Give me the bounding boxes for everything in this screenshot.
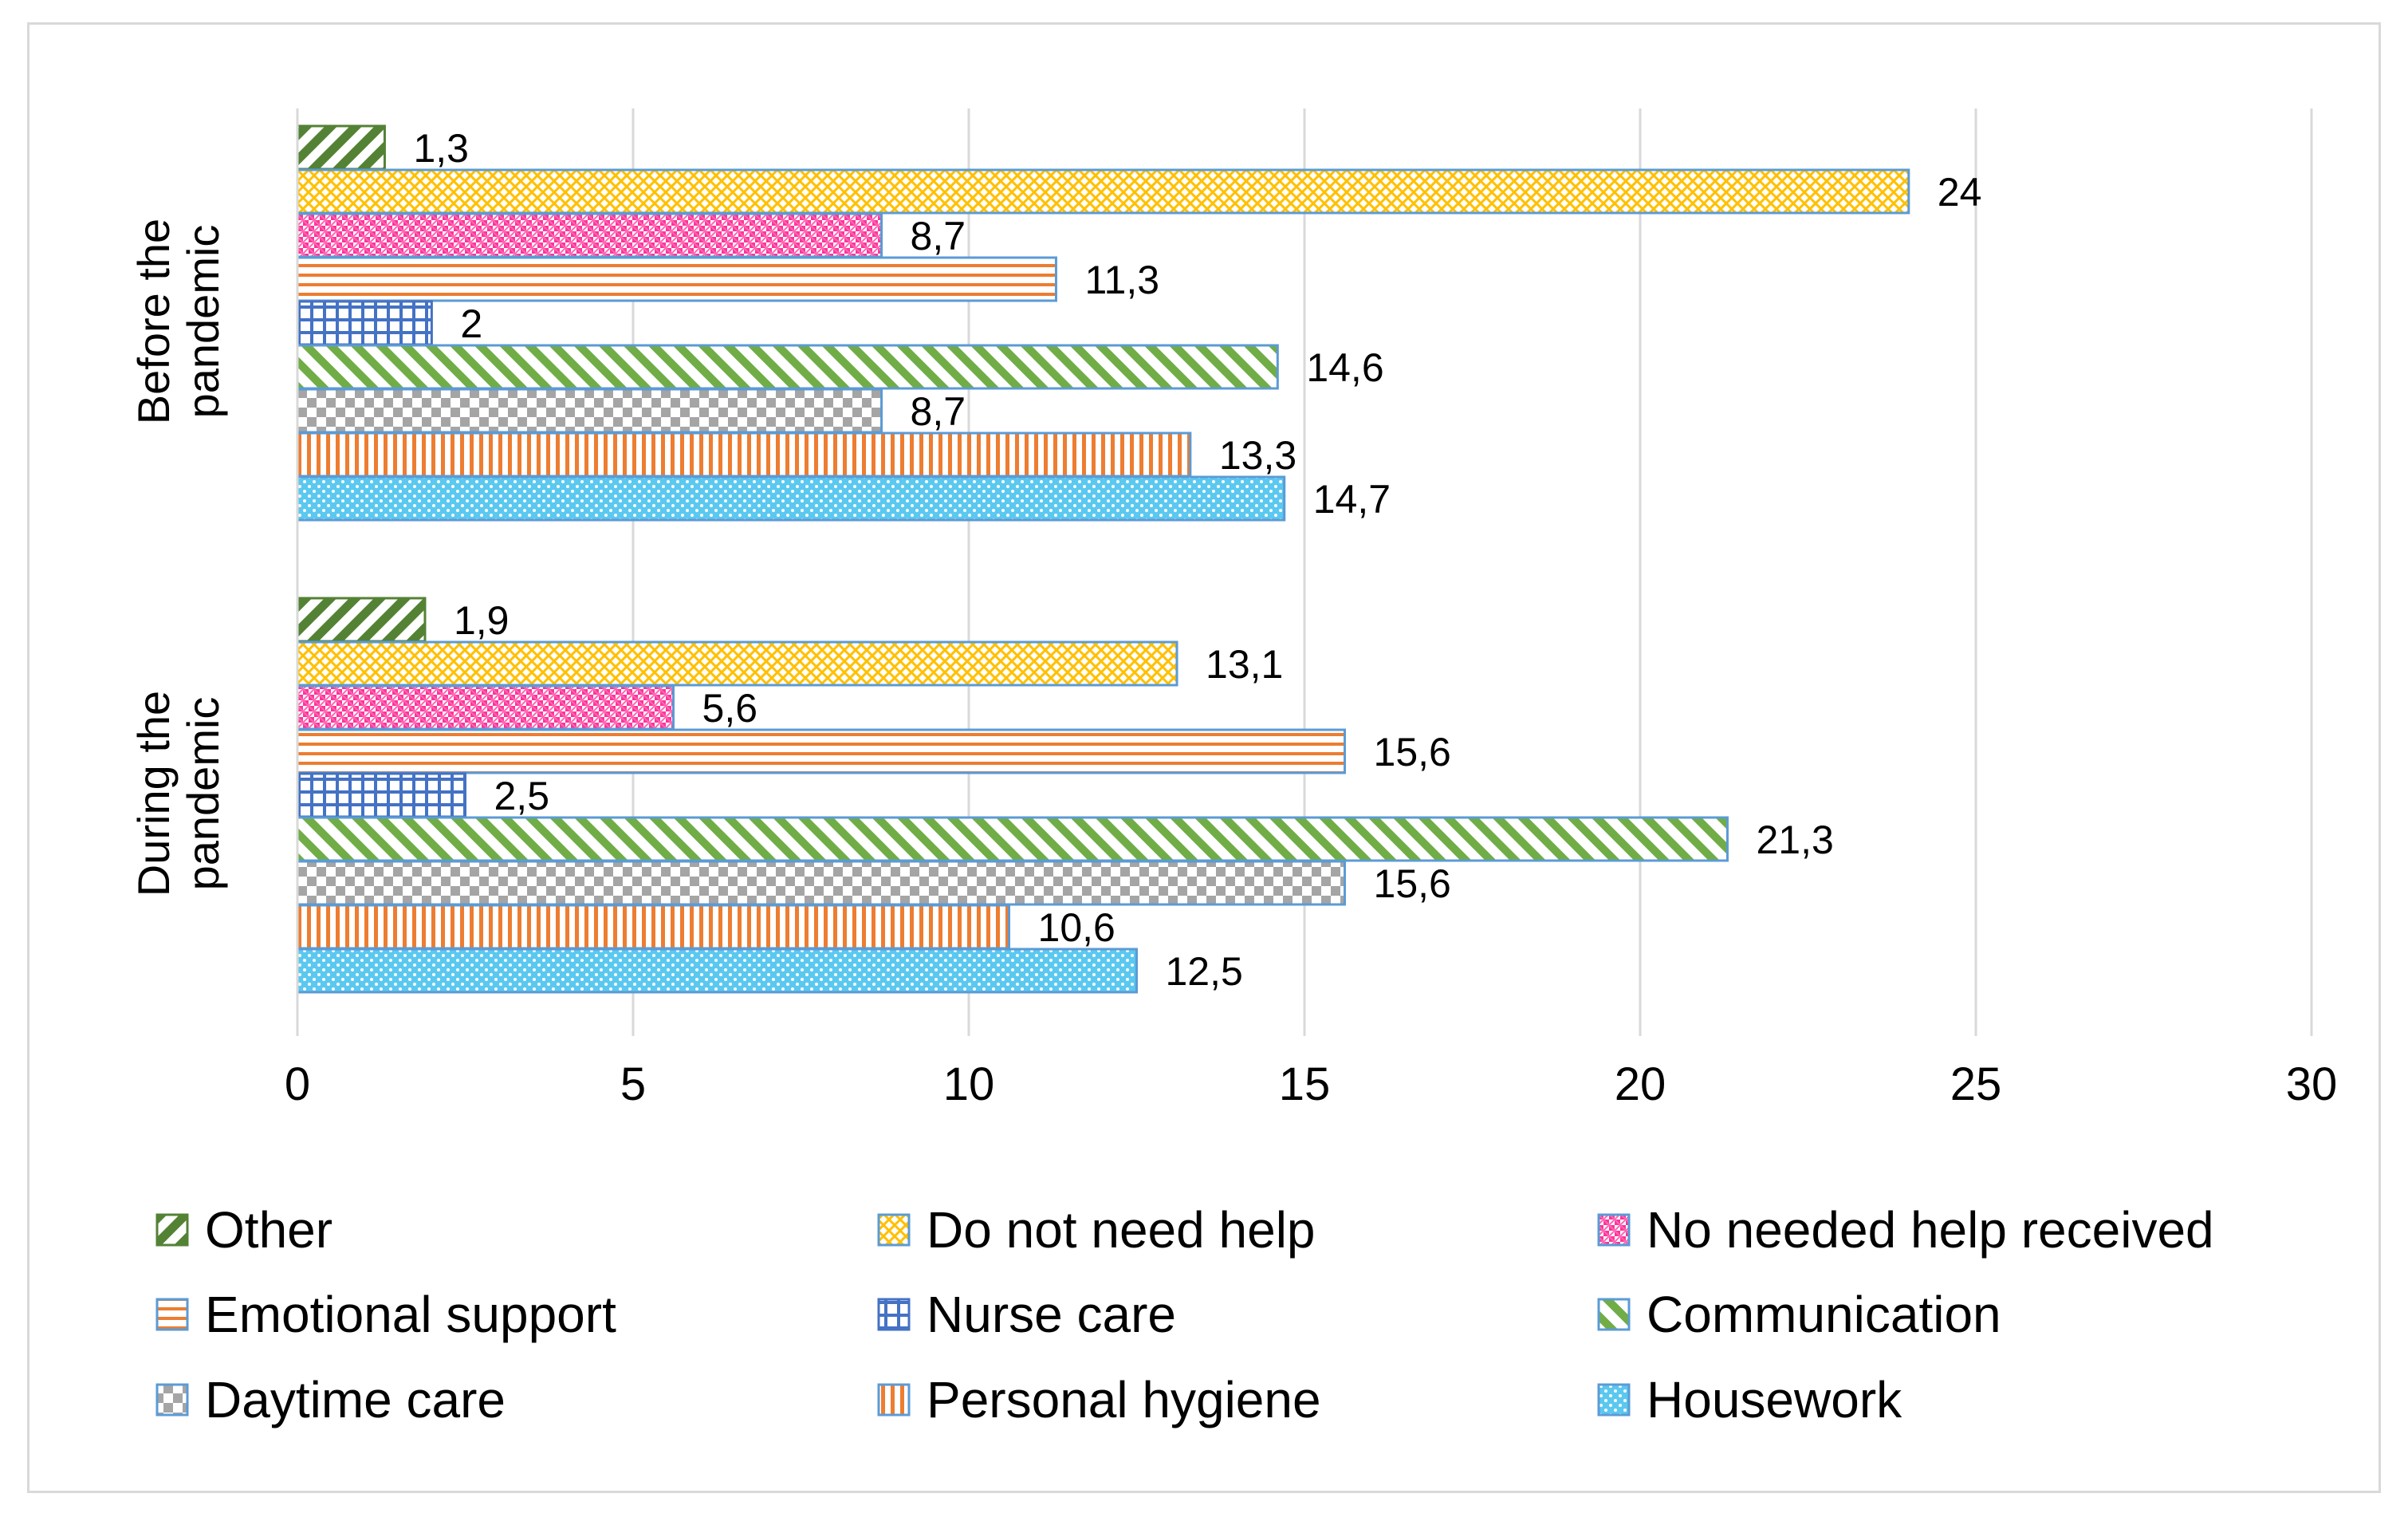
data-label: 12,5 [1166,949,1243,994]
data-label: 8,7 [911,389,966,434]
legend-label-housework: Housework [1647,1371,1902,1428]
data-label: 14,6 [1306,345,1383,390]
x-tick-label: 15 [1279,1058,1331,1110]
x-tick-label: 5 [620,1058,646,1110]
bar-no-needed-help-received-during [296,684,675,731]
bar-chart: 1,3 24 8,7 11,3 2 14,6 8,7 13,3 14,7 1,9 13,1 5,6 15… [128,108,2337,1428]
category-label-before: Before the pandemic [128,219,228,424]
legend-swatch-personal-hygiene [877,1383,911,1417]
bar-emotional-support-during [296,728,1347,774]
bar-communication-before [296,344,1279,390]
legend-label-emotional-support: Emotional support [205,1286,616,1343]
category-label-line: pandemic [178,225,228,419]
data-label: 1,9 [454,598,510,643]
legend-label-other: Other [205,1201,332,1259]
bar-housework-during [296,948,1138,994]
data-label: 11,3 [1084,258,1159,302]
category-label-during: During the pandemic [128,691,228,896]
bar-no-needed-help-received-before [296,212,883,258]
legend-label-nurse-care: Nurse care [927,1286,1176,1343]
data-label: 13,1 [1206,642,1283,687]
data-label: 24 [1938,170,1982,215]
chart-frame: 1,3 24 8,7 11,3 2 14,6 8,7 13,3 14,7 1,9 13,1 5,6 15… [27,22,2381,1493]
legend-label-personal-hygiene: Personal hygiene [927,1371,1321,1428]
data-label: 2 [460,301,482,346]
legend-label-communication: Communication [1647,1286,2001,1343]
bar-communication-during [296,816,1729,862]
bar-nurse-care-before [296,300,433,346]
data-labels: 1,3 24 8,7 11,3 2 14,6 8,7 13,3 14,7 1,9 13,1 5,6 15… [413,126,1981,994]
data-label: 13,3 [1219,433,1296,478]
x-tick-label: 0 [285,1058,310,1110]
legend-swatch-daytime-care [155,1383,189,1417]
data-label: 15,6 [1374,730,1451,774]
data-label: 1,3 [413,126,469,171]
bar-personal-hygiene-before [296,431,1192,478]
x-axis: 0 5 10 15 20 25 30 [285,108,2337,1110]
category-label-line: Before the [128,219,179,424]
x-tick-label: 20 [1615,1058,1666,1110]
data-label: 2,5 [494,774,550,818]
legend-swatch-communication [1597,1298,1631,1331]
legend: Other Do not need help No needed help rece… [155,1201,2214,1428]
legend-swatch-no-needed-help-received [1597,1213,1631,1247]
legend-swatch-housework [1597,1383,1631,1417]
data-label: 8,7 [911,214,966,258]
legend-swatch-other [155,1213,189,1247]
x-tick-label: 25 [1950,1058,2002,1110]
bar-other-during [296,597,427,643]
bar-nurse-care-during [296,772,466,818]
category-label-line: pandemic [178,697,228,891]
category-label-line: During the [128,691,179,896]
bars [296,124,1910,994]
legend-swatch-nurse-care [877,1298,911,1331]
data-label: 10,6 [1038,905,1115,950]
data-label: 15,6 [1374,861,1451,906]
legend-swatch-do-not-need-help [877,1213,911,1247]
bar-personal-hygiene-during [296,904,1011,950]
bar-other-before [296,124,386,171]
x-tick-label: 30 [2286,1058,2338,1110]
legend-label-no-needed-help-received: No needed help received [1647,1201,2214,1259]
legend-label-daytime-care: Daytime care [205,1371,506,1428]
data-label: 21,3 [1756,818,1833,862]
bar-do-not-need-help-during [296,640,1178,687]
data-label: 5,6 [702,686,758,731]
bar-emotional-support-before [296,256,1057,302]
bar-daytime-care-during [296,860,1347,906]
x-tick-label: 10 [943,1058,995,1110]
bar-housework-before [296,475,1286,522]
data-label: 14,7 [1313,477,1391,522]
bar-do-not-need-help-before [296,168,1910,215]
legend-label-do-not-need-help: Do not need help [927,1201,1316,1259]
legend-swatch-emotional-support [155,1298,189,1331]
bar-daytime-care-before [296,388,883,434]
